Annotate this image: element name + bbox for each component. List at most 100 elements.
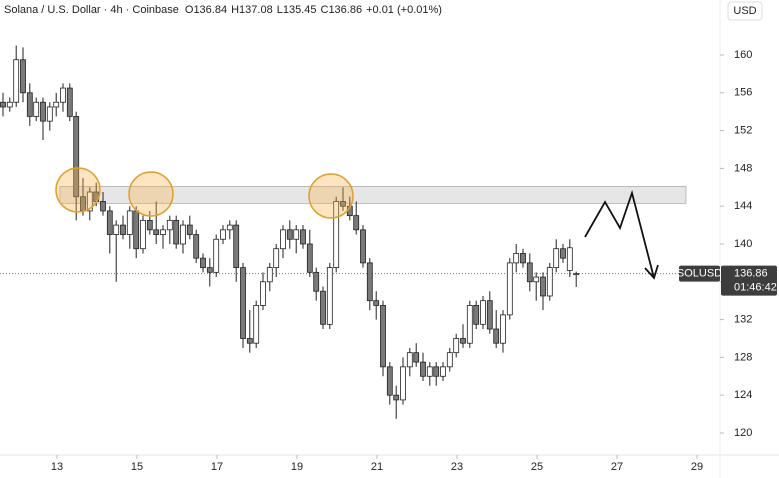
candle-body	[426, 366, 433, 377]
candle-body	[293, 229, 300, 240]
resistance-zone	[59, 186, 687, 204]
candle-body	[253, 305, 260, 344]
ohlc-value: 136.86	[328, 4, 362, 16]
candle-body	[246, 338, 253, 344]
candle-body	[320, 290, 326, 325]
highlight-circle	[128, 171, 174, 217]
candle-layer	[0, 45, 580, 419]
y-tick-label: 148	[734, 162, 752, 174]
arrow-head	[644, 264, 659, 280]
highlight-circle	[55, 167, 101, 213]
ohlc-value: 136.84	[193, 4, 227, 16]
candle-body	[406, 352, 413, 368]
y-tick-label: 132	[734, 313, 752, 325]
highlight-circle	[308, 173, 354, 219]
candle-body	[86, 191, 93, 212]
ohlc-value: 135.45	[283, 4, 317, 16]
x-tick-label: 15	[131, 461, 143, 473]
candle-body	[60, 87, 66, 103]
ohlc-label: O	[185, 4, 194, 16]
ohlc-label: L	[277, 4, 283, 16]
candle-body	[480, 300, 486, 325]
candle-body	[493, 328, 500, 344]
candle-body	[373, 300, 380, 306]
candle-body	[180, 224, 186, 245]
candle-body	[573, 273, 580, 276]
symbol-label: SOLUSD	[677, 268, 722, 280]
ohlc-label: H	[231, 4, 239, 16]
x-tick-label: 19	[291, 461, 303, 473]
candle-body	[220, 229, 226, 240]
y-tick-label: 124	[734, 389, 752, 401]
x-tick-label: 17	[211, 461, 223, 473]
y-tick-label: 128	[734, 351, 752, 363]
candle-body	[460, 338, 466, 344]
candle-body	[173, 219, 180, 245]
candle-body	[513, 253, 520, 264]
y-tick-label: 144	[734, 200, 752, 212]
candle-body	[400, 366, 406, 401]
candle-body	[100, 201, 106, 212]
y-tick-label: 156	[734, 87, 752, 99]
candle-body	[340, 201, 346, 207]
x-tick-label: 23	[451, 461, 463, 473]
y-tick-label: 152	[734, 125, 752, 137]
candle-body	[40, 101, 46, 122]
candle-body	[6, 101, 13, 108]
countdown-label: 01:46:42	[734, 282, 777, 294]
candle-body	[326, 267, 333, 325]
candle-body	[540, 276, 546, 297]
candle-body	[46, 106, 53, 122]
y-tick-label: 160	[734, 49, 752, 61]
candle-body	[440, 366, 446, 377]
header-title: Solana / U.S. Dollar · 4h · Coinbase	[4, 4, 179, 16]
candle-body	[353, 215, 360, 231]
header-change: +0.01 (+0.01%)	[366, 4, 442, 16]
candle-body	[506, 262, 513, 316]
currency: USD	[733, 5, 756, 17]
projection-arrow	[584, 189, 655, 279]
candle-body	[446, 352, 453, 368]
candle-body	[486, 300, 493, 330]
candle-body	[206, 267, 213, 273]
candle-body	[66, 87, 73, 117]
symbol-box	[679, 265, 720, 282]
candle-body	[233, 224, 240, 269]
zone-layer	[0, 186, 720, 275]
candle-body	[366, 262, 373, 302]
ohlc-label: C	[320, 4, 328, 16]
currency-box	[727, 1, 763, 21]
candle-body	[200, 257, 206, 269]
candle-body	[226, 224, 233, 231]
last-price-label: 136.86	[734, 268, 768, 280]
x-tick-label: 21	[371, 461, 383, 473]
candle-body	[53, 101, 60, 108]
x-tick-label: 27	[611, 461, 623, 473]
y-tick-label: 140	[734, 238, 752, 250]
candle-body	[20, 59, 26, 94]
ohlc-value: 137.08	[239, 4, 273, 16]
candle-body	[386, 366, 393, 396]
header-ohlc: O 136.84 H 137.08 L 135.45 C 136.86	[185, 4, 362, 16]
candle-body	[313, 271, 320, 292]
candle-body	[466, 305, 473, 344]
candle-body	[560, 248, 566, 259]
candle-body	[213, 238, 220, 273]
candle-body	[193, 234, 200, 259]
candle-body	[413, 352, 420, 363]
candle-body	[280, 229, 286, 250]
candle-body	[566, 247, 573, 271]
y-tick-label: 120	[734, 427, 752, 439]
candle-body	[306, 243, 313, 273]
price-box	[721, 265, 777, 296]
x-tick-label: 25	[531, 461, 543, 473]
candle-body	[533, 276, 540, 283]
candle-body	[520, 253, 526, 264]
candle-body	[120, 224, 126, 235]
candle-body	[300, 229, 306, 245]
candle-body	[546, 267, 553, 297]
candle-body	[433, 366, 440, 377]
x-tick-label: 29	[691, 461, 703, 473]
